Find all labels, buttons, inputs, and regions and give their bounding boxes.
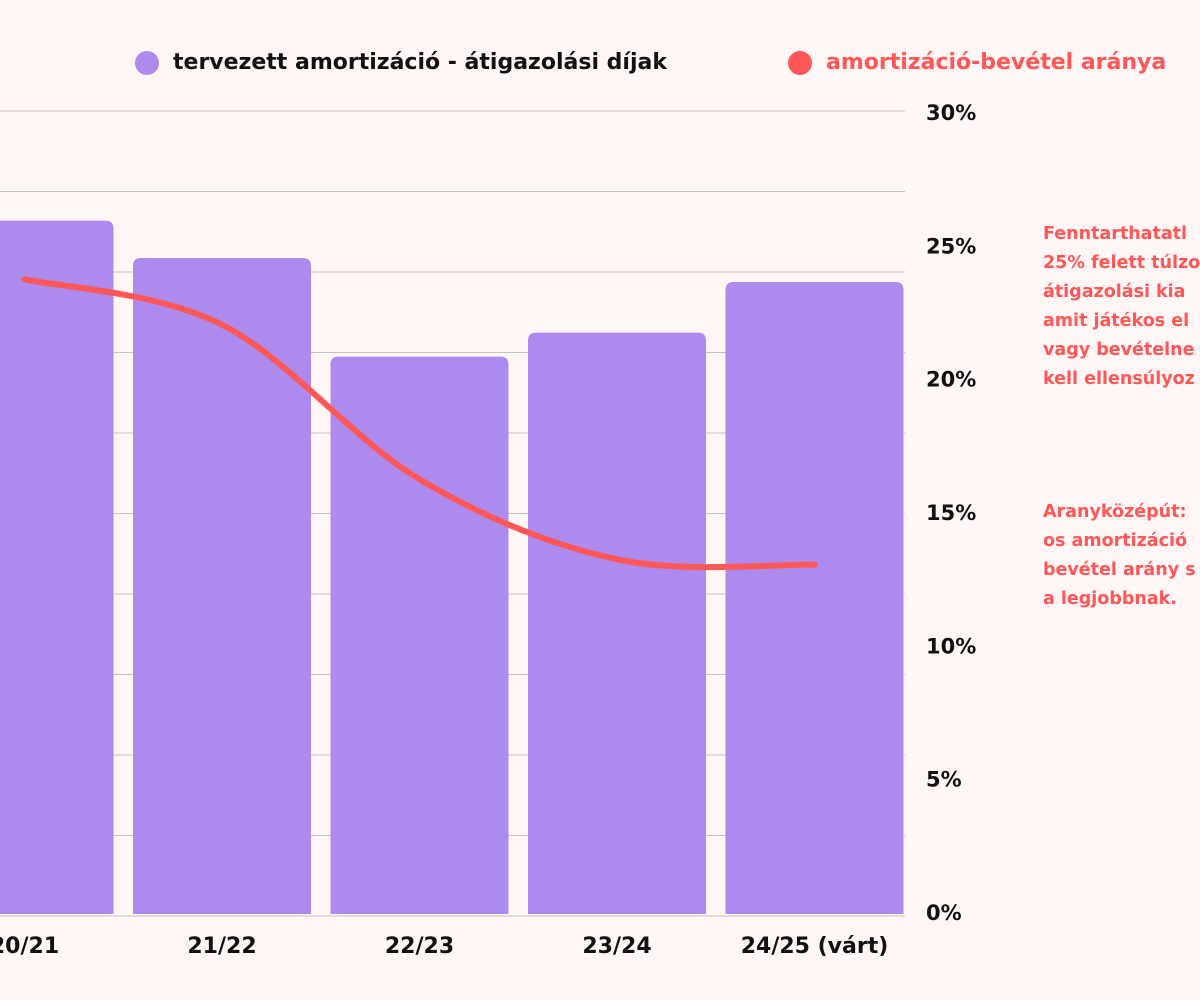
annotation: 25% felett túlzo — [1043, 253, 1200, 273]
x-tick-label: 24/25 (várt) — [741, 934, 889, 959]
y-tick-label: 10% — [926, 634, 976, 658]
annotation: kell ellensúlyoz — [1043, 369, 1195, 389]
bar — [330, 356, 509, 915]
bar — [0, 220, 114, 914]
annotation: Aranyközépút: — [1043, 502, 1186, 522]
annotation: átigazolási kia — [1043, 282, 1185, 302]
annotation: Fenntarthatatl — [1043, 224, 1187, 244]
x-tick-label: 20/21 — [0, 934, 59, 959]
y-tick-label: 20% — [926, 368, 976, 392]
annotation: amit játékos el — [1043, 311, 1189, 331]
bar — [528, 332, 706, 915]
y-tick-label: 15% — [926, 501, 976, 525]
x-tick-label: 21/22 — [187, 934, 256, 959]
legend-label: tervezett amortizáció - átigazolási díja… — [173, 50, 668, 75]
bar — [133, 258, 311, 914]
line — [21, 276, 818, 571]
x-tick-label: 22/23 — [385, 934, 454, 959]
annotation: bevétel arány s — [1043, 560, 1196, 580]
x-tick-label: 23/24 — [582, 934, 651, 959]
annotation: a legjobbnak. — [1043, 589, 1177, 609]
annotation: vagy bevételne — [1043, 340, 1195, 360]
y-tick-label: 0% — [926, 901, 962, 925]
legend-label: amortizáció-bevétel aránya — [826, 50, 1166, 75]
y-tick-label: 30% — [926, 101, 976, 125]
y-tick-label: 5% — [926, 768, 962, 792]
legend-marker — [788, 51, 812, 75]
y-tick-label: 25% — [926, 234, 976, 258]
legend-marker — [135, 51, 159, 75]
annotation: os amortizáció — [1043, 531, 1187, 551]
bar — [725, 282, 904, 914]
